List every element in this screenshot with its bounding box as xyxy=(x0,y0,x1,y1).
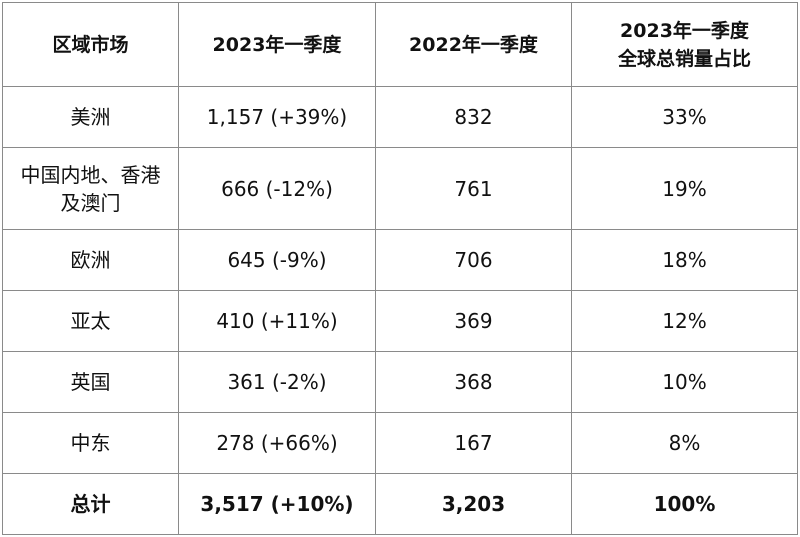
cell-q1-2023: 666 (-12%) xyxy=(178,147,376,230)
header-region: 区域市场 xyxy=(2,2,179,87)
cell-q1-2022: 832 xyxy=(375,86,572,148)
cell-q1-2023: 1,157 (+39%) xyxy=(178,86,376,148)
table-row: 中东 278 (+66%) 167 8% xyxy=(2,412,798,474)
table-row: 英国 361 (-2%) 368 10% xyxy=(2,351,798,413)
cell-region-line2: 及澳门 xyxy=(60,190,121,215)
table-row: 亚太 410 (+11%) 369 12% xyxy=(2,290,798,352)
table-total-row: 总计 3,517 (+10%) 3,203 100% xyxy=(2,473,798,535)
cell-q1-2023: 645 (-9%) xyxy=(178,229,376,291)
cell-q1-2022: 368 xyxy=(375,351,572,413)
cell-total-q1-2022: 3,203 xyxy=(375,473,572,535)
cell-region: 亚太 xyxy=(2,290,179,352)
cell-q1-2023: 361 (-2%) xyxy=(178,351,376,413)
cell-q1-2022: 706 xyxy=(375,229,572,291)
cell-region: 美洲 xyxy=(2,86,179,148)
cell-share: 12% xyxy=(571,290,798,352)
cell-total-label: 总计 xyxy=(2,473,179,535)
cell-total-q1-2023: 3,517 (+10%) xyxy=(178,473,376,535)
cell-q1-2022: 369 xyxy=(375,290,572,352)
header-q1-2022: 2022年一季度 xyxy=(375,2,572,87)
cell-region: 中国内地、香港 及澳门 xyxy=(2,147,179,230)
cell-share: 33% xyxy=(571,86,798,148)
cell-share: 19% xyxy=(571,147,798,230)
cell-q1-2022: 167 xyxy=(375,412,572,474)
table-header-row: 区域市场 2023年一季度 2022年一季度 2023年一季度 全球总销量占比 xyxy=(2,2,798,87)
header-share-line1: 2023年一季度 xyxy=(620,19,749,42)
cell-share: 8% xyxy=(571,412,798,474)
table-row: 中国内地、香港 及澳门 666 (-12%) 761 19% xyxy=(2,147,798,230)
cell-region-line1: 中国内地、香港 xyxy=(20,162,161,187)
cell-region: 中东 xyxy=(2,412,179,474)
cell-share: 18% xyxy=(571,229,798,291)
table-row: 欧洲 645 (-9%) 706 18% xyxy=(2,229,798,291)
header-share: 2023年一季度 全球总销量占比 xyxy=(571,2,798,87)
cell-q1-2023: 410 (+11%) xyxy=(178,290,376,352)
cell-q1-2023: 278 (+66%) xyxy=(178,412,376,474)
cell-region: 英国 xyxy=(2,351,179,413)
cell-q1-2022: 761 xyxy=(375,147,572,230)
cell-share: 10% xyxy=(571,351,798,413)
header-share-line2: 全球总销量占比 xyxy=(617,47,751,70)
cell-total-share: 100% xyxy=(571,473,798,535)
header-q1-2023: 2023年一季度 xyxy=(178,2,376,87)
cell-region: 欧洲 xyxy=(2,229,179,291)
table-row: 美洲 1,157 (+39%) 832 33% xyxy=(2,86,798,148)
